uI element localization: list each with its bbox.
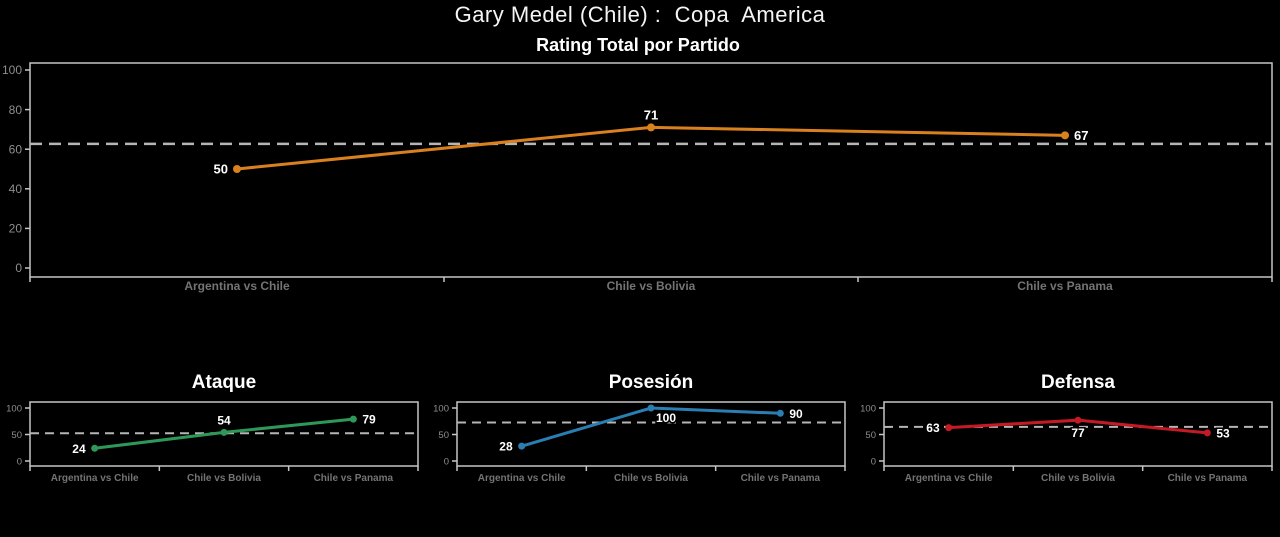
rating-total-point xyxy=(233,165,241,173)
y-tick-label: 0 xyxy=(17,456,22,467)
rating-total-value-label: 67 xyxy=(1074,128,1088,143)
rating-total-point xyxy=(647,123,655,132)
ataque-value-label: 54 xyxy=(217,413,231,427)
rating-total-value-label: 71 xyxy=(644,107,658,122)
posesion-line xyxy=(520,406,782,448)
posesion-point xyxy=(776,409,784,417)
ataque-point xyxy=(220,428,228,436)
y-tick-label: 20 xyxy=(9,222,23,236)
posesion-point xyxy=(518,442,526,450)
defensa-chart-title: Defensa xyxy=(1041,372,1115,393)
y-tick-label: 50 xyxy=(11,430,22,441)
y-tick-label: 100 xyxy=(2,63,22,77)
y-tick-label: 100 xyxy=(433,403,449,414)
posesion-value-label: 28 xyxy=(499,440,513,454)
rating-total-value-label: 50 xyxy=(214,162,228,177)
y-tick-label: 50 xyxy=(438,430,449,441)
y-tick-label: 80 xyxy=(9,103,23,117)
category-label: Chile vs Panama xyxy=(741,473,821,484)
category-label: Chile vs Bolivia xyxy=(614,473,688,484)
category-label: Chile vs Panama xyxy=(1168,473,1248,484)
ataque-value-label: 79 xyxy=(362,413,376,427)
ataque-value-label: 24 xyxy=(72,442,86,456)
ataque-chart-title: Ataque xyxy=(191,372,257,393)
y-tick-label: 0 xyxy=(871,456,876,467)
defensa-point xyxy=(1074,416,1082,424)
defensa-point xyxy=(1203,429,1211,437)
y-tick-label: 100 xyxy=(860,403,876,414)
rating-total-chart: 0 20 40 60 80 100 Argentina vs Chile Chile vs B… xyxy=(2,62,1273,293)
ataque-point xyxy=(349,415,357,423)
category-label: Argentina vs Chile xyxy=(184,279,290,293)
posesion-plot-box xyxy=(456,401,846,467)
y-tick-label: 0 xyxy=(444,456,449,467)
y-tick-label: 60 xyxy=(9,142,23,156)
rating-chart-title: Rating Total por Partido xyxy=(536,35,740,55)
posesion-chart: 0 50 100 Argentina vs Chile Chile vs Bolivia… xyxy=(433,401,846,484)
category-label: Chile vs Bolivia xyxy=(1041,473,1115,484)
page-title: Gary Medel (Chile) : Copa America xyxy=(454,2,826,27)
y-tick-label: 50 xyxy=(865,430,876,441)
ataque-chart: 0 50 100 Argentina vs Chile Chile vs Bolivia… xyxy=(6,401,419,484)
defensa-value-label: 63 xyxy=(926,421,940,435)
posesion-point xyxy=(647,404,655,412)
y-tick-label: 0 xyxy=(15,261,22,275)
defensa-value-label: 77 xyxy=(1071,426,1085,440)
category-label: Chile vs Bolivia xyxy=(607,279,696,293)
rating-total-plot-box xyxy=(29,62,1273,278)
posesion-value-label: 100 xyxy=(656,411,676,425)
posesion-value-label: 90 xyxy=(789,407,803,421)
category-label: Argentina vs Chile xyxy=(51,473,139,484)
y-tick-label: 40 xyxy=(9,182,23,196)
y-tick-label: 100 xyxy=(6,403,22,414)
category-label: Chile vs Panama xyxy=(1017,279,1113,293)
defensa-chart: 0 50 100 Argentina vs Chile Chile vs Bolivia… xyxy=(860,401,1273,484)
category-label: Argentina vs Chile xyxy=(478,473,566,484)
category-label: Argentina vs Chile xyxy=(905,473,993,484)
ataque-point xyxy=(91,444,99,452)
rating-total-line xyxy=(235,125,1067,171)
defensa-value-label: 53 xyxy=(1216,426,1230,440)
category-label: Chile vs Panama xyxy=(314,473,394,484)
posesion-chart-title: Posesión xyxy=(608,372,694,393)
rating-total-point xyxy=(1061,131,1069,140)
defensa-point xyxy=(945,424,953,432)
category-label: Chile vs Bolivia xyxy=(187,473,261,484)
